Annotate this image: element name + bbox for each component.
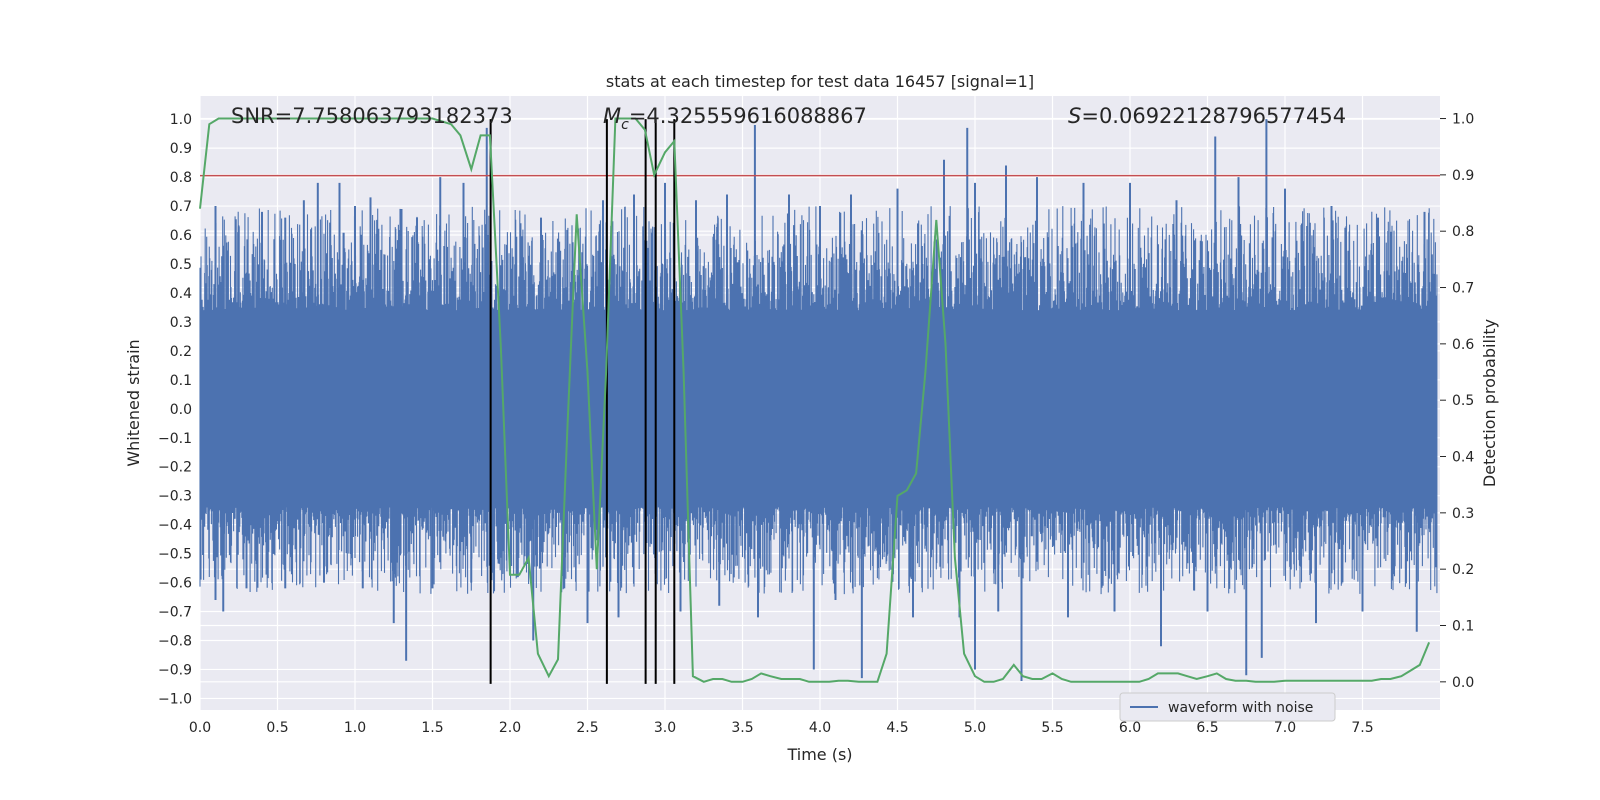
y-tick-label: −0.8 <box>158 633 192 649</box>
x-tick-label: 6.5 <box>1196 720 1218 736</box>
right-axis-ticks: 0.0 0.1 0.2 0.3 0.4 0.5 0.6 0.7 0.8 0.9 1.0 <box>1440 112 1474 691</box>
y-tick-label: −0.1 <box>158 431 192 447</box>
x-tick-label: 5.5 <box>1041 720 1063 736</box>
x-tick-label: 6.0 <box>1119 720 1141 736</box>
y-tick-label: 0.2 <box>170 344 192 360</box>
x-tick-label: 0.5 <box>266 720 288 736</box>
x-tick-label: 4.0 <box>809 720 831 736</box>
y-right-tick-label: 0.1 <box>1452 619 1474 635</box>
x-tick-label: 2.0 <box>499 720 521 736</box>
y-tick-label: −0.5 <box>158 547 192 563</box>
s-symbol: S <box>1068 104 1081 128</box>
chirp-mass-symbol: M <box>603 104 621 128</box>
y-tick-label: 0.5 <box>170 257 192 273</box>
chirp-mass-subscript: c <box>621 117 629 133</box>
chirp-mass-annotation: Mc=4.325559616088867 <box>603 104 867 133</box>
y-right-tick-label: 0.4 <box>1452 450 1474 466</box>
y-tick-label: 0.4 <box>170 286 192 302</box>
y-tick-label: −0.2 <box>158 460 192 476</box>
x-tick-label: 0.0 <box>189 720 211 736</box>
chirp-mass-value: =4.325559616088867 <box>629 104 867 128</box>
y-tick-label: −0.4 <box>158 518 192 534</box>
x-tick-label: 4.5 <box>886 720 908 736</box>
y-tick-label: 0.7 <box>170 199 192 215</box>
x-tick-label: 2.5 <box>576 720 598 736</box>
y-tick-label: −0.9 <box>158 662 192 678</box>
y-tick-label: 0.8 <box>170 170 192 186</box>
y-tick-label: −0.6 <box>158 576 192 592</box>
y-tick-label: −0.3 <box>158 489 192 505</box>
y-right-tick-label: 0.3 <box>1452 506 1474 522</box>
s-annotation: S=0.06922128796577454 <box>1068 104 1346 128</box>
s-value: =0.06922128796577454 <box>1081 104 1346 128</box>
y-right-tick-label: 0.9 <box>1452 168 1474 184</box>
y-right-tick-label: 0.7 <box>1452 281 1474 297</box>
y-right-tick-label: 0.2 <box>1452 562 1474 578</box>
left-axis-ticks: −1.0 −0.9 −0.8 −0.7 −0.6 −0.5 −0.4 −0.3 −0.2 −0.1… <box>158 112 192 707</box>
legend-box <box>1119 692 1336 722</box>
x-tick-label: 7.0 <box>1274 720 1296 736</box>
detection-probability-line <box>199 117 1431 683</box>
y-tick-label: 0.9 <box>170 141 192 157</box>
y-right-tick-label: 1.0 <box>1452 112 1474 128</box>
y-right-tick-label: 0.6 <box>1452 337 1474 353</box>
chart-title: stats at each timestep for test data 164… <box>606 72 1034 91</box>
y-tick-label: −0.7 <box>158 605 192 621</box>
legend-entry-waveform: waveform with noise <box>1168 700 1313 716</box>
y-tick-label: −1.0 <box>158 691 192 707</box>
y-right-tick-label: 0.5 <box>1452 393 1474 409</box>
x-axis-label: Time (s) <box>786 745 852 764</box>
y-tick-label: 1.0 <box>170 112 192 128</box>
y-right-tick-label: 0.0 <box>1452 675 1474 691</box>
y-axis-label: Whitened strain <box>124 339 143 466</box>
y-right-tick-label: 0.8 <box>1452 224 1474 240</box>
y-axis-label-right: Detection probability <box>1480 319 1499 487</box>
x-tick-label: 1.5 <box>421 720 443 736</box>
waveform-core <box>200 310 1437 508</box>
legend: waveform with noise <box>1119 692 1336 722</box>
y-tick-label: 0.1 <box>170 373 192 389</box>
x-tick-label: 3.5 <box>731 720 753 736</box>
y-tick-label: 0.3 <box>170 315 192 331</box>
series-layer <box>199 117 1440 684</box>
x-tick-label: 1.0 <box>344 720 366 736</box>
x-tick-label: 5.0 <box>964 720 986 736</box>
y-tick-label: 0.0 <box>170 402 192 418</box>
snr-annotation: SNR=7.758063793182373 <box>231 104 513 128</box>
x-tick-label: 7.5 <box>1351 720 1373 736</box>
x-axis-ticks: 0.0 0.5 1.0 1.5 2.0 2.5 3.0 3.5 4.0 4.5 5.0 5.5 6.0 6… <box>189 720 1374 736</box>
y-tick-label: 0.6 <box>170 228 192 244</box>
x-tick-label: 3.0 <box>654 720 676 736</box>
